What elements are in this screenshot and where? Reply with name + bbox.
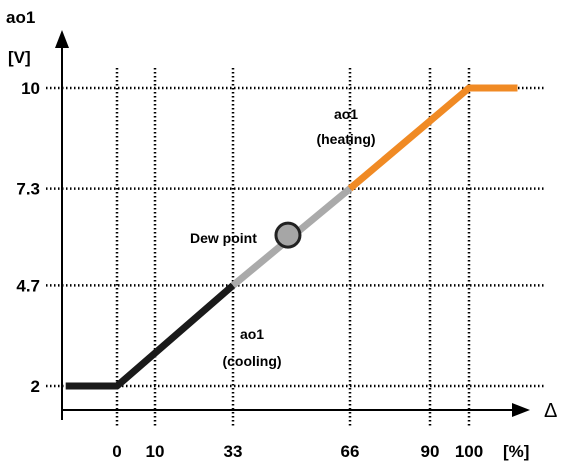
y-axis-unit: [V] (8, 48, 31, 67)
x-tick-label-66: 66 (341, 442, 360, 461)
x-axis-title: Δ (544, 400, 557, 422)
y-tick-label-10: 10 (21, 79, 40, 98)
y-tick-label-4.7: 4.7 (16, 276, 40, 295)
cooling-label-line2: (cooling) (222, 353, 281, 369)
labels-group: ao1 [V] Δ [%] ao1 (cooling) ao1 (heating… (6, 8, 557, 461)
series-line-2 (347, 84, 518, 192)
x-tick-label-90: 90 (421, 442, 440, 461)
x-tick-label-10: 10 (146, 442, 165, 461)
heating-label-line2: (heating) (316, 131, 375, 147)
axes (55, 30, 530, 420)
grid (46, 68, 545, 428)
heating-label-line1: ao1 (334, 106, 358, 122)
dew-point-label: Dew point (190, 230, 257, 246)
y-tick-label-7.3: 7.3 (16, 180, 40, 199)
cooling-label-line1: ao1 (240, 326, 264, 342)
x-tick-label-33: 33 (224, 442, 243, 461)
y-tick-label-2: 2 (31, 377, 40, 396)
y-axis-arrow (55, 30, 69, 48)
series-line-0 (65, 282, 236, 390)
dew-point-marker (274, 221, 302, 249)
x-tick-label-0: 0 (112, 442, 121, 461)
series-group (65, 84, 518, 390)
x-tick-label-100: 100 (455, 442, 483, 461)
x-axis-unit: [%] (503, 442, 529, 461)
x-axis-arrow (512, 403, 530, 417)
y-axis-title: ao1 (6, 8, 35, 27)
